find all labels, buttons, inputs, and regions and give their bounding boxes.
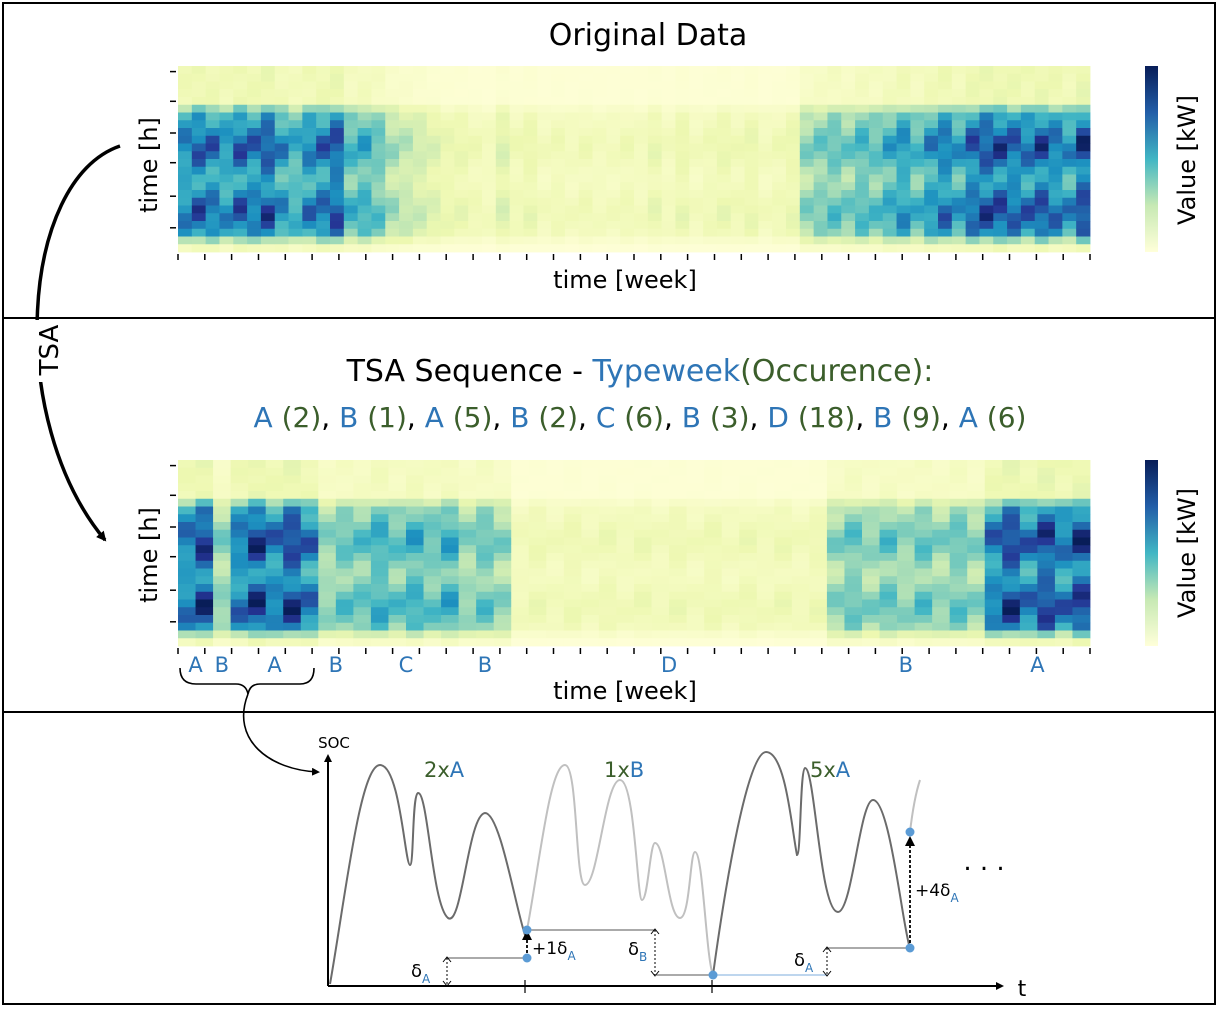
panel2-title-prefix: TSA Sequence - (346, 354, 593, 389)
segment-label-4: C (399, 653, 414, 677)
delta-label-a2: δA (794, 950, 814, 975)
sequence-week-6: D (767, 401, 797, 434)
panel2-colorbar-label: Value [kW] (1173, 488, 1201, 618)
soc-label: SOC (318, 734, 350, 752)
sequence-count-6: (18) (798, 401, 855, 434)
segment-label-8: A (1030, 653, 1045, 677)
sequence-count-0: (2) (282, 401, 322, 434)
tsa-arrow (35, 144, 121, 542)
heatmap-tsa-ticks (170, 464, 1091, 654)
delta-label-plus1a: +1δA (532, 939, 576, 963)
heatmap-original (178, 66, 1091, 253)
sequence-count-1: (1) (367, 401, 407, 434)
segment-label-1: B (215, 653, 229, 677)
brace-arrow (242, 693, 320, 776)
tsa-label: TSA (35, 324, 65, 376)
soc-marker-4 (905, 943, 915, 953)
heatmap-tsa (178, 460, 1091, 647)
sequence-week-7: B (873, 401, 901, 434)
sequence-week-8: A (959, 401, 987, 434)
heatmap-original-ticks (170, 70, 1091, 260)
panel2-xlabel: time [week] (553, 677, 697, 705)
sequence-count-3: (2) (538, 401, 578, 434)
sequence-week-0: A (254, 401, 282, 434)
delta-plus4-arrowhead (905, 836, 915, 846)
panel2-title-occurence: (Occurence): (740, 354, 933, 389)
panel1-colorbar (1145, 66, 1158, 252)
ellipsis: . . . (963, 847, 1004, 877)
panel1-title: Original Data (549, 18, 748, 53)
panel1-colorbar-label: Value [kW] (1173, 95, 1201, 225)
sequence-sep-7: , (941, 401, 959, 434)
tsa-sequence-list: A (2), B (1), A (5), B (2), C (6), B (3)… (254, 401, 1027, 434)
segment-label-2: A (267, 653, 282, 677)
sequence-sep-6: , (855, 401, 873, 434)
sequence-sep-0: , (321, 401, 339, 434)
repeat-label-5xA: 5xA (810, 758, 851, 782)
curve-2xA (329, 763, 526, 985)
t-label: t (1018, 977, 1027, 1002)
sequence-week-4: C (596, 401, 624, 434)
soc-marker-3 (708, 970, 718, 980)
sequence-week-5: B (682, 401, 710, 434)
delta-b-arrowheads (650, 928, 660, 977)
tsa-label-bg (30, 320, 70, 382)
sequence-count-7: (9) (901, 401, 941, 434)
segment-label-5: B (478, 653, 492, 677)
sequence-count-2: (5) (453, 401, 493, 434)
curve-1xB (526, 763, 714, 976)
segment-label-7: B (899, 653, 913, 677)
panel2-colorbar (1145, 460, 1158, 646)
delta-label-b: δB (628, 939, 647, 964)
panel-tsa-sequence: TSA Sequence - Typeweek(Occurence): A (2… (135, 354, 1201, 776)
repeat-label-2xA: 2xA (424, 758, 465, 782)
delta-a2-arrowheads (822, 946, 832, 977)
sequence-week-1: B (339, 401, 367, 434)
panel-soc-plot: SOC t 2xA 1xB 5xA . . . (318, 734, 1027, 1002)
sequence-week-2: A (425, 401, 453, 434)
delta-label-a1: δA (411, 961, 431, 986)
soc-marker-1 (522, 953, 532, 963)
segment-label-6: D (661, 653, 677, 677)
panel-original-data: Original Data time [week] time [h] Value… (135, 18, 1201, 294)
panel1-ylabel: time [h] (135, 117, 163, 213)
delta-a1-arrowheads (442, 956, 452, 987)
segment-label-0: A (188, 653, 203, 677)
delta-label-plus4a: +4δA (915, 881, 959, 905)
sequence-sep-4: , (664, 401, 682, 434)
repeat-label-1xB: 1xB (604, 758, 644, 782)
sequence-count-5: (3) (710, 401, 750, 434)
soc-marker-5 (905, 827, 915, 837)
curve-5xA (712, 750, 911, 976)
sequence-sep-5: , (750, 401, 768, 434)
sequence-sep-3: , (578, 401, 596, 434)
sequence-sep-1: , (407, 401, 425, 434)
panel2-title-typeweek: Typeweek (591, 354, 740, 389)
tsa-sequence-text: A (2), B (1), A (5), B (2), C (6), B (3)… (254, 401, 1027, 434)
sequence-sep-2: , (492, 401, 510, 434)
segment-label-3: B (329, 653, 343, 677)
sequence-week-3: B (510, 401, 538, 434)
panel1-xlabel: time [week] (553, 266, 697, 294)
sequence-count-4: (6) (624, 401, 664, 434)
soc-marker-2 (522, 925, 532, 935)
delta-plus1-arrowhead (522, 930, 532, 940)
panel2-title: TSA Sequence - Typeweek(Occurence): (346, 354, 934, 389)
sequence-count-8: (6) (987, 401, 1027, 434)
panel2-ylabel: time [h] (135, 507, 163, 603)
curve-continuation (909, 779, 921, 833)
